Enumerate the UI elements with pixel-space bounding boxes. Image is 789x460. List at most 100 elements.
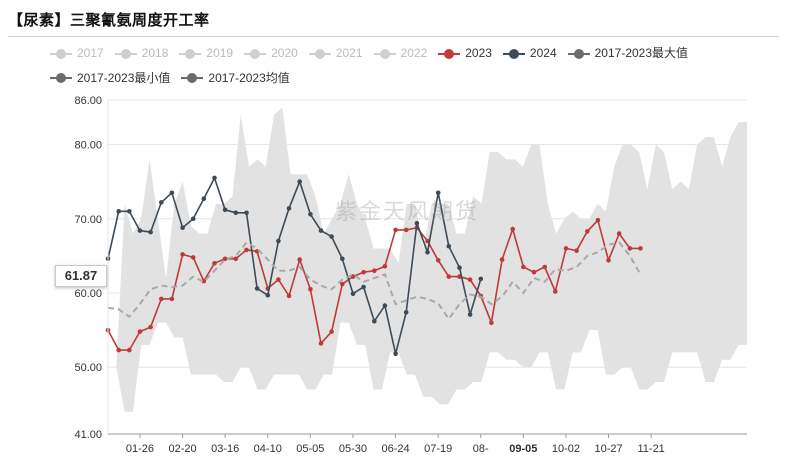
data-point-2024[interactable] <box>382 303 388 308</box>
data-point-2023[interactable] <box>489 320 494 326</box>
legend-item-2017-2023最大值[interactable]: 2017-2023最大值 <box>567 42 688 65</box>
data-point-2023[interactable] <box>542 264 547 270</box>
legend-item-2018[interactable]: 2018 <box>114 42 168 65</box>
legend-item-2019[interactable]: 2019 <box>179 42 233 65</box>
data-point-2023[interactable] <box>531 269 537 275</box>
data-point-2024[interactable] <box>350 291 356 297</box>
data-point-2024[interactable] <box>286 206 292 211</box>
data-point-2023[interactable] <box>222 256 228 262</box>
data-point-2023[interactable] <box>159 296 164 302</box>
data-point-2024[interactable] <box>403 310 409 315</box>
data-point-2023[interactable] <box>201 278 207 284</box>
data-point-2023[interactable] <box>361 269 366 275</box>
data-point-2023[interactable] <box>318 341 324 346</box>
data-point-2023[interactable] <box>180 252 185 257</box>
data-point-2024[interactable] <box>276 238 281 244</box>
data-point-2023[interactable] <box>595 217 601 223</box>
data-point-2023[interactable] <box>137 329 143 334</box>
legend-item-2021[interactable]: 2021 <box>308 42 363 65</box>
legend-swatch <box>567 48 590 59</box>
legend-item-2017-2023最小值[interactable]: 2017-2023最小值 <box>50 67 170 90</box>
data-point-2023[interactable] <box>574 248 579 253</box>
data-point-2024[interactable] <box>180 225 185 230</box>
data-point-2024[interactable] <box>425 249 430 255</box>
data-point-2024[interactable] <box>457 265 462 271</box>
legend-item-2017[interactable]: 2017 <box>50 42 104 65</box>
data-point-2023[interactable] <box>627 246 633 251</box>
data-point-2024[interactable] <box>159 200 164 205</box>
data-point-2023[interactable] <box>563 246 569 251</box>
data-point-2024[interactable] <box>201 196 207 201</box>
data-point-2024[interactable] <box>222 207 228 213</box>
legend-label: 2024 <box>529 46 557 60</box>
data-point-2024[interactable] <box>148 229 153 235</box>
data-point-2024[interactable] <box>137 228 143 233</box>
data-point-2023[interactable] <box>169 296 175 302</box>
data-point-2024[interactable] <box>265 292 271 298</box>
data-point-2023[interactable] <box>233 256 239 262</box>
data-point-2024[interactable] <box>233 210 239 216</box>
data-point-2023[interactable] <box>382 264 388 269</box>
data-point-2024[interactable] <box>478 276 484 282</box>
legend-item-2017-2023均值[interactable]: 2017-2023均值 <box>181 67 290 90</box>
x-tick-label: 01-26 <box>126 443 154 455</box>
data-point-2023[interactable] <box>553 289 558 294</box>
legend-label: 2017 <box>77 46 104 60</box>
legend-swatch <box>50 48 72 59</box>
legend-label: 2022 <box>400 46 428 60</box>
data-point-2024[interactable] <box>340 256 345 262</box>
legend-item-2020[interactable]: 2020 <box>244 42 298 65</box>
data-point-2023[interactable] <box>340 281 345 287</box>
data-point-2023[interactable] <box>212 261 217 266</box>
data-point-2023[interactable] <box>499 257 505 262</box>
data-point-2024[interactable] <box>190 216 196 222</box>
data-point-2024[interactable] <box>212 175 217 181</box>
data-point-2023[interactable] <box>244 247 249 253</box>
data-point-2023[interactable] <box>286 293 292 299</box>
legend-label: 2019 <box>206 46 234 60</box>
data-point-2023[interactable] <box>148 324 153 330</box>
data-point-2023[interactable] <box>510 226 515 232</box>
data-point-2023[interactable] <box>616 231 622 236</box>
data-point-2023[interactable] <box>393 227 398 233</box>
data-point-2023[interactable] <box>521 264 526 270</box>
data-point-2023[interactable] <box>329 329 334 334</box>
data-point-2024[interactable] <box>127 209 132 214</box>
data-point-2024[interactable] <box>361 284 366 290</box>
data-point-2023[interactable] <box>467 277 473 282</box>
data-point-2023[interactable] <box>276 277 281 282</box>
legend-item-2023[interactable]: 2023 <box>438 42 492 65</box>
data-point-2024[interactable] <box>372 318 377 324</box>
data-point-2024[interactable] <box>435 190 441 196</box>
data-point-2023[interactable] <box>435 258 441 263</box>
data-point-2024[interactable] <box>318 228 324 233</box>
legend-item-2022[interactable]: 2022 <box>373 42 428 65</box>
data-point-2023[interactable] <box>638 246 643 251</box>
data-point-2024[interactable] <box>393 351 398 357</box>
data-point-2024[interactable] <box>446 243 452 249</box>
data-point-2024[interactable] <box>244 210 249 216</box>
data-point-2024[interactable] <box>297 179 303 184</box>
data-point-2023[interactable] <box>308 287 313 292</box>
legend-item-2024[interactable]: 2024 <box>502 42 557 65</box>
data-point-2023[interactable] <box>446 274 452 279</box>
data-point-2023[interactable] <box>606 258 611 263</box>
data-point-2024[interactable] <box>169 190 175 196</box>
legend-label: 2017-2023最小值 <box>77 70 171 85</box>
data-point-2024[interactable] <box>414 220 420 226</box>
data-point-2024[interactable] <box>308 212 313 217</box>
watermark: 紫金天风期货 <box>335 200 480 225</box>
data-point-2023[interactable] <box>116 347 121 353</box>
data-point-2023[interactable] <box>190 255 196 260</box>
data-point-2024[interactable] <box>254 286 260 291</box>
data-point-2024[interactable] <box>116 209 121 214</box>
data-point-2023[interactable] <box>585 229 590 234</box>
data-point-2024[interactable] <box>467 312 473 317</box>
data-point-2023[interactable] <box>403 227 409 233</box>
x-axis: 01-26 02-20 03-16 04-10 05-05 05-30 06-24 07-19… <box>107 100 747 455</box>
data-point-2023[interactable] <box>297 257 303 262</box>
legend-swatch <box>244 48 267 59</box>
data-point-2023[interactable] <box>127 347 132 353</box>
data-point-2023[interactable] <box>372 268 377 274</box>
data-point-2024[interactable] <box>329 234 334 239</box>
